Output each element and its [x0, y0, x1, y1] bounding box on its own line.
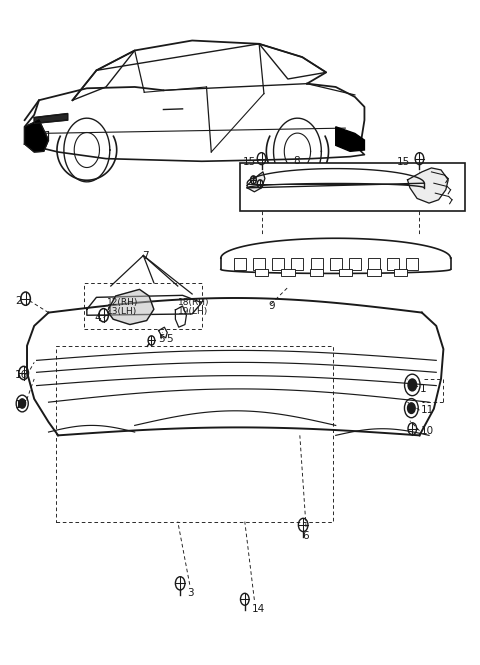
- Text: 5: 5: [166, 334, 172, 344]
- Circle shape: [408, 403, 415, 414]
- Bar: [338, 269, 352, 276]
- Text: 18(RH): 18(RH): [178, 298, 209, 307]
- Bar: [387, 258, 399, 270]
- Text: 7: 7: [142, 251, 148, 261]
- Text: 13(LH): 13(LH): [107, 307, 137, 316]
- Bar: [240, 164, 465, 211]
- Bar: [234, 258, 246, 270]
- Bar: [367, 269, 381, 276]
- Bar: [291, 258, 303, 270]
- Text: 6: 6: [302, 531, 309, 541]
- Text: 16: 16: [15, 370, 28, 380]
- Polygon shape: [24, 120, 48, 152]
- Text: 9: 9: [269, 301, 276, 311]
- Polygon shape: [408, 168, 448, 203]
- Text: 5: 5: [158, 334, 165, 344]
- Bar: [311, 258, 323, 270]
- Bar: [349, 258, 361, 270]
- Polygon shape: [247, 172, 265, 192]
- Text: 19(LH): 19(LH): [178, 307, 208, 316]
- Bar: [310, 269, 323, 276]
- Bar: [330, 258, 342, 270]
- Text: 11: 11: [421, 405, 434, 415]
- Text: 12(RH): 12(RH): [107, 298, 138, 307]
- Polygon shape: [108, 289, 154, 325]
- Polygon shape: [336, 127, 364, 152]
- Text: 15: 15: [397, 157, 410, 167]
- Text: 3: 3: [187, 589, 194, 598]
- Text: 4: 4: [94, 313, 101, 323]
- Circle shape: [408, 379, 417, 391]
- Polygon shape: [34, 114, 68, 124]
- Text: 15: 15: [242, 157, 256, 167]
- Text: 14: 14: [252, 604, 265, 614]
- Circle shape: [19, 399, 25, 408]
- Bar: [368, 258, 380, 270]
- Bar: [394, 269, 407, 276]
- Bar: [255, 269, 268, 276]
- Bar: [253, 258, 265, 270]
- Bar: [272, 258, 284, 270]
- Bar: [281, 269, 295, 276]
- Text: 1: 1: [420, 384, 426, 394]
- Text: 17: 17: [15, 400, 28, 410]
- Text: 8: 8: [294, 156, 300, 166]
- Bar: [406, 258, 418, 270]
- Text: 2: 2: [15, 296, 22, 306]
- Text: 10: 10: [421, 426, 434, 436]
